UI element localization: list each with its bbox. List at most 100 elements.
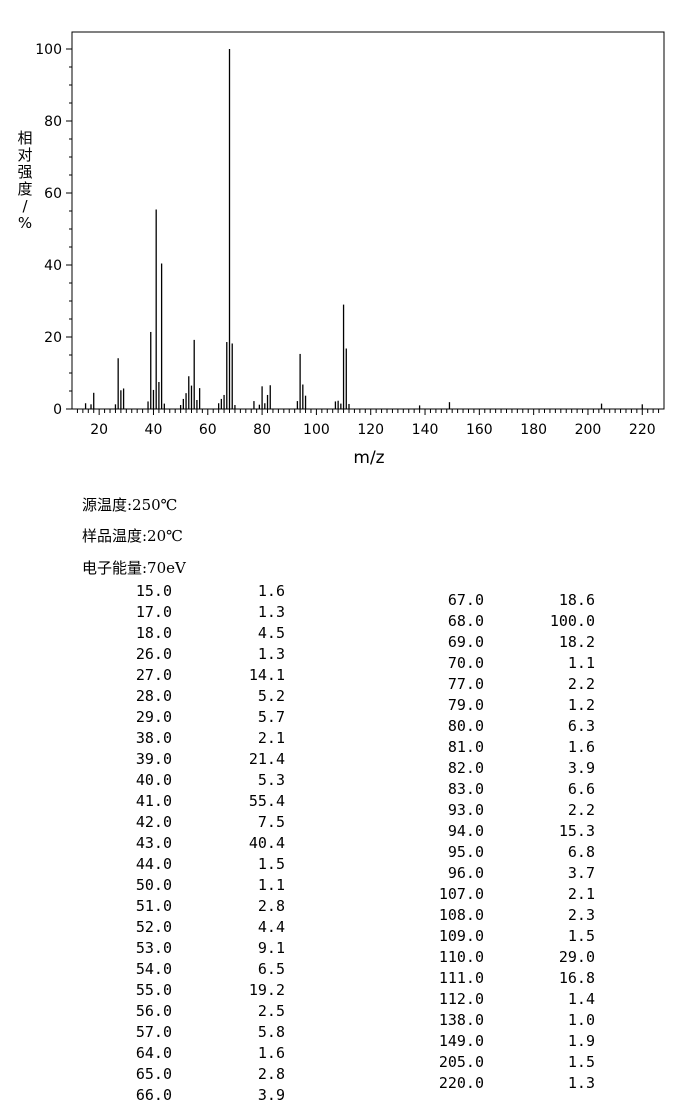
- peak-abundance: 1.4: [567, 990, 595, 1008]
- peak-abundance: 19.2: [248, 981, 285, 999]
- x-tick-label: 60: [199, 422, 217, 438]
- peak-abundance: 6.5: [257, 960, 285, 978]
- plot-frame: [71, 31, 665, 410]
- peak-mz: 66.0: [135, 1086, 172, 1104]
- x-tick-label: 200: [575, 422, 602, 438]
- peak-mz: 65.0: [135, 1065, 172, 1083]
- y-tick-label: 100: [35, 42, 62, 58]
- peak-abundance: 2.1: [567, 885, 595, 903]
- x-axis-label: m/z: [353, 448, 384, 468]
- peak-abundance: 2.8: [257, 1065, 285, 1083]
- peak-mz: 94.0: [447, 822, 484, 840]
- peak-abundance: 1.3: [567, 1074, 595, 1092]
- peak-abundance: 1.6: [257, 582, 285, 600]
- peak-abundance: 5.3: [257, 771, 285, 789]
- peak-abundance: 9.1: [257, 939, 285, 957]
- peak-mz: 96.0: [447, 864, 484, 882]
- peak-mz: 95.0: [447, 843, 484, 861]
- peak-mz: 53.0: [135, 939, 172, 957]
- x-tick-label: 80: [253, 422, 271, 438]
- peak-mz: 112.0: [438, 990, 484, 1008]
- peak-abundance: 1.1: [567, 654, 595, 672]
- peak-abundance: 1.3: [257, 603, 285, 621]
- x-axis-ticks: 20 40 60 80 100 120 140 160 180 200 220: [76, 409, 660, 438]
- y-tick-label: 0: [53, 402, 62, 418]
- peak-abundance: 14.1: [248, 666, 285, 684]
- peak-abundance: 1.9: [567, 1032, 595, 1050]
- peak-abundance: 5.8: [257, 1023, 285, 1041]
- peak-mz: 81.0: [447, 738, 484, 756]
- peak-mz: 42.0: [135, 813, 172, 831]
- peak-mz: 68.0: [447, 612, 484, 630]
- peak-abundance: 3.9: [567, 759, 595, 777]
- peak-abundance: 1.1: [257, 876, 285, 894]
- peak-abundance: 2.2: [567, 675, 595, 693]
- peak-mz: 70.0: [447, 654, 484, 672]
- source-temperature: 源温度:250℃: [82, 496, 178, 514]
- peak-abundance: 1.5: [567, 1053, 595, 1071]
- x-tick-label: 120: [357, 422, 384, 438]
- x-tick-label: 140: [412, 422, 439, 438]
- peak-abundance: 18.2: [558, 633, 595, 651]
- x-tick-label: 20: [90, 422, 108, 438]
- peak-abundance: 5.7: [257, 708, 285, 726]
- peak-mz: 39.0: [135, 750, 172, 768]
- peak-abundance: 5.2: [257, 687, 285, 705]
- peak-abundance: 40.4: [248, 834, 285, 852]
- electron-energy: 电子能量:70eV: [82, 559, 186, 577]
- peak-mz: 27.0: [135, 666, 172, 684]
- x-tick-label: 100: [303, 422, 330, 438]
- peak-abundance: 7.5: [257, 813, 285, 831]
- peak-mz: 149.0: [438, 1032, 484, 1050]
- peak-abundance: 2.1: [257, 729, 285, 747]
- peak-mz: 79.0: [447, 696, 484, 714]
- peak-abundance: 2.3: [567, 906, 595, 924]
- y-axis-label: 相对强度/%: [17, 129, 32, 232]
- peak-abundance: 3.9: [257, 1086, 285, 1104]
- peak-abundance: 21.4: [248, 750, 285, 768]
- y-tick-label: 20: [44, 330, 62, 346]
- peak-mz: 29.0: [135, 708, 172, 726]
- peak-abundance: 1.0: [567, 1011, 595, 1029]
- peak-mz: 18.0: [135, 624, 172, 642]
- x-tick-label: 180: [520, 422, 547, 438]
- peak-abundance: 2.2: [567, 801, 595, 819]
- peak-mz: 51.0: [135, 897, 172, 915]
- peak-mz: 55.0: [135, 981, 172, 999]
- y-tick-label: 80: [44, 114, 62, 130]
- peak-mz: 69.0: [447, 633, 484, 651]
- peak-mz: 110.0: [438, 948, 484, 966]
- peak-mz: 107.0: [438, 885, 484, 903]
- peak-abundance: 6.3: [567, 717, 595, 735]
- peak-mz: 77.0: [447, 675, 484, 693]
- peak-mz: 38.0: [135, 729, 172, 747]
- sample-temperature: 样品温度:20℃: [82, 527, 183, 545]
- peak-abundance: 1.6: [257, 1044, 285, 1062]
- peak-abundance: 1.3: [257, 645, 285, 663]
- peak-mz: 17.0: [135, 603, 172, 621]
- peak-abundance: 55.4: [248, 792, 285, 810]
- y-tick-label: 60: [44, 186, 62, 202]
- peak-mz: 15.0: [135, 582, 172, 600]
- peak-mz: 64.0: [135, 1044, 172, 1062]
- peak-mz: 54.0: [135, 960, 172, 978]
- peak-mz: 40.0: [135, 771, 172, 789]
- peak-mz: 83.0: [447, 780, 484, 798]
- peak-mz: 111.0: [438, 969, 484, 987]
- peak-abundance: 18.6: [558, 591, 595, 609]
- peak-abundance: 4.4: [257, 918, 285, 936]
- peak-mz: 93.0: [447, 801, 484, 819]
- peak-abundance: 3.7: [567, 864, 595, 882]
- peak-mz: 57.0: [135, 1023, 172, 1041]
- peak-abundance: 1.2: [567, 696, 595, 714]
- peak-abundance: 1.5: [567, 927, 595, 945]
- peak-mz: 138.0: [438, 1011, 484, 1029]
- peak-abundance: 6.8: [567, 843, 595, 861]
- peak-abundance: 2.8: [257, 897, 285, 915]
- x-tick-label: 160: [466, 422, 493, 438]
- x-tick-label: 40: [145, 422, 163, 438]
- peak-mz: 50.0: [135, 876, 172, 894]
- peak-mz: 28.0: [135, 687, 172, 705]
- x-tick-label: 220: [629, 422, 656, 438]
- peak-abundance: 16.8: [558, 969, 595, 987]
